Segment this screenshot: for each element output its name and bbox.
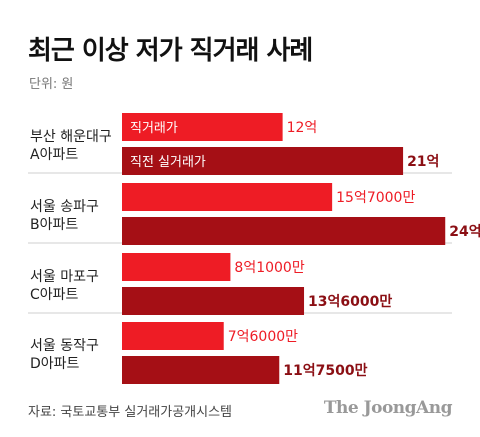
series-name-label: 직전 실거래가 bbox=[130, 155, 206, 170]
category-label: 서울 송파구 bbox=[30, 199, 99, 215]
category-label: 서울 마포구 bbox=[30, 269, 99, 285]
brand-logo: The JoongAng bbox=[323, 398, 453, 418]
bar-direct bbox=[122, 113, 283, 141]
bar-direct bbox=[122, 322, 224, 350]
value-label: 21억 bbox=[407, 154, 439, 170]
unit-label: 단위: 원 bbox=[29, 77, 74, 92]
chart-title: 최근 이상 저가 직거래 사례 bbox=[28, 36, 313, 66]
value-label: 8억1000만 bbox=[234, 260, 304, 276]
value-label: 12억 bbox=[287, 120, 318, 136]
bar-direct bbox=[122, 253, 231, 281]
bar-previous bbox=[122, 147, 404, 175]
value-label: 7억6000만 bbox=[228, 329, 298, 345]
bar-previous bbox=[122, 217, 446, 245]
category-label: C아파트 bbox=[30, 287, 79, 303]
category-label: A아파트 bbox=[30, 147, 78, 163]
category-label: D아파트 bbox=[30, 356, 80, 372]
value-label: 11억7500만 bbox=[283, 363, 367, 379]
value-label: 24억1500만 bbox=[449, 224, 480, 240]
bar-previous bbox=[122, 356, 280, 384]
value-label: 13억6000만 bbox=[308, 294, 392, 310]
value-label: 15억7000만 bbox=[336, 190, 415, 206]
category-label: 부산 해운대구 bbox=[30, 129, 112, 145]
source-note: 자료: 국토교통부 실거래가공개시스템 bbox=[28, 405, 233, 420]
bar-previous bbox=[122, 287, 305, 315]
bar-direct bbox=[122, 183, 333, 211]
series-name-label: 직거래가 bbox=[130, 121, 178, 136]
category-label: B아파트 bbox=[30, 217, 78, 233]
category-label: 서울 동작구 bbox=[30, 338, 99, 354]
